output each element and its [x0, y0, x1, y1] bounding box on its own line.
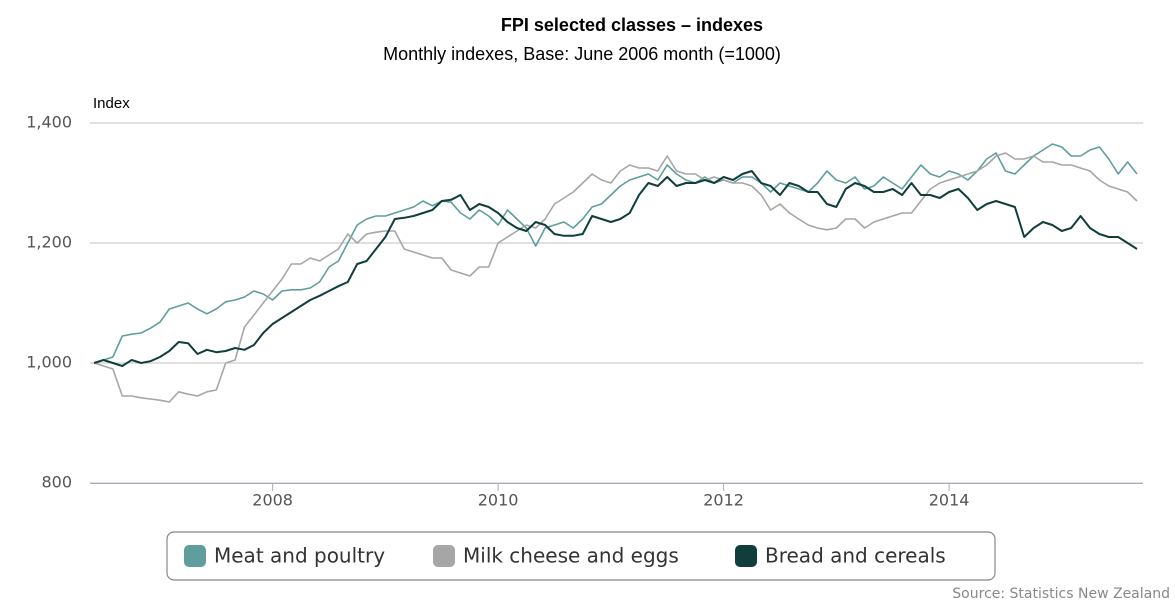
y-tick-label: 800: [41, 473, 72, 492]
x-tick-label: 2008: [252, 491, 293, 510]
series-line: [93, 170, 1138, 367]
x-tick-label: 2014: [929, 491, 970, 510]
legend-label: Bread and cereals: [765, 544, 946, 568]
x-tick-label: 2010: [478, 491, 519, 510]
legend-box: [166, 531, 996, 581]
chart-title: FPI selected classes – indexes: [501, 15, 763, 35]
y-tick-label: 1,000: [26, 353, 72, 372]
chart-subtitle: Monthly indexes, Base: June 2006 month (…: [383, 44, 781, 64]
legend-swatch: [184, 545, 206, 567]
legend-swatch: [735, 545, 757, 567]
legend-label: Meat and poultry: [214, 544, 385, 568]
y-tick-label: 1,200: [26, 233, 72, 252]
source-note: Source: Statistics New Zealand: [952, 586, 1170, 602]
legend-label: Milk cheese and eggs: [463, 544, 679, 568]
y-axis-label: Index: [93, 95, 130, 112]
legend-swatch: [433, 545, 455, 567]
x-tick-label: 2012: [703, 491, 744, 510]
series-line: [93, 152, 1138, 403]
y-tick-label: 1,400: [26, 113, 72, 132]
